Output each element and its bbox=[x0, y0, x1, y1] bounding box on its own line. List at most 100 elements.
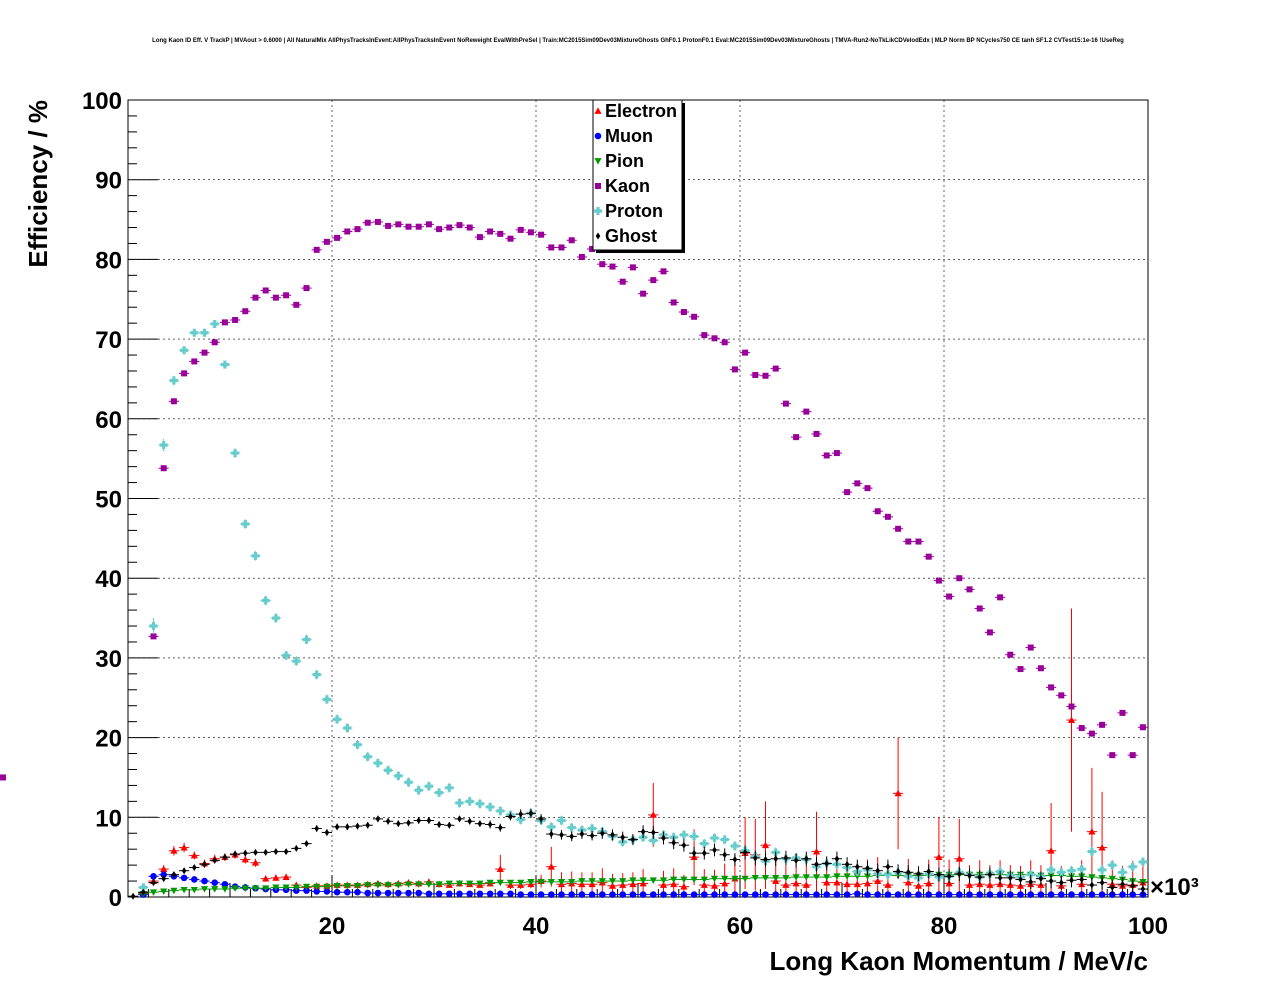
y-tick-label: 50 bbox=[95, 487, 122, 514]
proton-point bbox=[730, 841, 739, 850]
muon-point bbox=[303, 887, 310, 894]
muon-point bbox=[976, 891, 983, 898]
ghost-point bbox=[202, 860, 207, 868]
pion-point bbox=[241, 885, 249, 892]
series-muon bbox=[138, 871, 1148, 898]
kaon-point bbox=[844, 489, 851, 496]
muon-point bbox=[497, 890, 504, 898]
kaon-point bbox=[813, 430, 820, 437]
pion-point bbox=[1108, 875, 1116, 883]
proton-point bbox=[271, 614, 280, 623]
y-tick-label: 30 bbox=[95, 646, 122, 673]
legend-marker-muon bbox=[594, 132, 602, 140]
ghost-point bbox=[793, 856, 799, 864]
electron-point bbox=[884, 881, 892, 888]
y-tick-label: 0 bbox=[109, 885, 122, 912]
proton-point bbox=[292, 657, 301, 666]
kaon-point bbox=[1068, 703, 1075, 710]
muon-point bbox=[619, 891, 626, 898]
kaon-point bbox=[935, 577, 942, 584]
muon-point bbox=[762, 891, 769, 898]
muon-point bbox=[670, 891, 677, 898]
muon-point bbox=[558, 891, 565, 898]
electron-point bbox=[925, 879, 933, 887]
pion-point bbox=[231, 885, 239, 892]
electron-point bbox=[659, 881, 668, 888]
muon-point bbox=[384, 889, 392, 897]
kaon-point bbox=[619, 278, 626, 285]
pion-point bbox=[364, 882, 372, 889]
ghost-point bbox=[1089, 881, 1095, 889]
proton-point bbox=[700, 839, 709, 848]
muon-point bbox=[854, 890, 861, 898]
ghost-point bbox=[447, 821, 452, 829]
kaon-point bbox=[436, 226, 443, 233]
y-tick-label: 90 bbox=[95, 168, 122, 195]
kaon-point bbox=[721, 339, 728, 346]
ghost-point bbox=[1079, 875, 1084, 883]
proton-point bbox=[445, 783, 454, 792]
ghost-point bbox=[559, 831, 564, 839]
electron-point bbox=[170, 847, 178, 854]
ghost-point bbox=[1099, 879, 1105, 887]
kaon-point bbox=[660, 268, 667, 275]
proton-point bbox=[282, 651, 291, 660]
series-proton bbox=[138, 319, 1148, 892]
muon-point bbox=[690, 891, 698, 898]
electron-point bbox=[823, 879, 831, 886]
kaon-point bbox=[466, 224, 473, 231]
proton-point bbox=[883, 870, 892, 879]
pion-point bbox=[394, 882, 402, 889]
electron-point bbox=[262, 875, 270, 882]
kaon-point bbox=[283, 292, 290, 299]
kaon-point bbox=[313, 246, 320, 253]
ghost-point bbox=[783, 854, 789, 862]
pion-point bbox=[629, 877, 637, 884]
ghost-point bbox=[804, 855, 809, 863]
ghost-point bbox=[814, 860, 819, 868]
pion-point bbox=[853, 873, 861, 880]
kaon-point bbox=[0, 774, 6, 781]
pion-point bbox=[200, 886, 209, 893]
pion-point bbox=[262, 885, 270, 892]
muon-point bbox=[660, 891, 667, 898]
ghost-point bbox=[467, 817, 472, 825]
ghost-point bbox=[406, 819, 411, 827]
muon-point bbox=[650, 891, 657, 898]
proton-point bbox=[1077, 865, 1086, 874]
kaon-point bbox=[1078, 725, 1085, 732]
proton-point bbox=[210, 319, 219, 328]
pion-point bbox=[639, 877, 647, 884]
proton-point bbox=[190, 328, 199, 337]
ghost-point bbox=[1059, 879, 1064, 887]
legend-box bbox=[592, 99, 683, 251]
muon-point bbox=[527, 891, 535, 898]
kaon-point bbox=[670, 299, 677, 306]
kaon-point bbox=[385, 222, 392, 229]
ghost-point bbox=[671, 839, 676, 847]
ghost-point bbox=[273, 848, 279, 856]
muon-point bbox=[752, 891, 759, 898]
kaon-point bbox=[742, 349, 749, 356]
muon-point bbox=[313, 888, 321, 895]
ghost-point bbox=[528, 809, 534, 817]
electron-point bbox=[853, 880, 861, 888]
pion-point bbox=[608, 878, 617, 885]
muon-point bbox=[1007, 891, 1014, 898]
ghost-point bbox=[589, 832, 595, 840]
muon-point bbox=[344, 888, 351, 896]
legend-marker-pion bbox=[594, 158, 602, 165]
muon-point bbox=[741, 891, 749, 898]
kaon-point bbox=[374, 218, 381, 225]
ghost-point bbox=[334, 823, 340, 831]
proton-point bbox=[588, 824, 597, 833]
pion-point bbox=[751, 874, 759, 882]
kaon-point bbox=[793, 434, 800, 441]
kaon-point bbox=[946, 593, 953, 600]
kaon-point bbox=[354, 226, 361, 233]
pion-point bbox=[149, 889, 158, 896]
ghost-point bbox=[498, 824, 503, 832]
kaon-point bbox=[364, 219, 371, 226]
ghost-point bbox=[151, 879, 156, 887]
electron-point bbox=[190, 851, 198, 859]
